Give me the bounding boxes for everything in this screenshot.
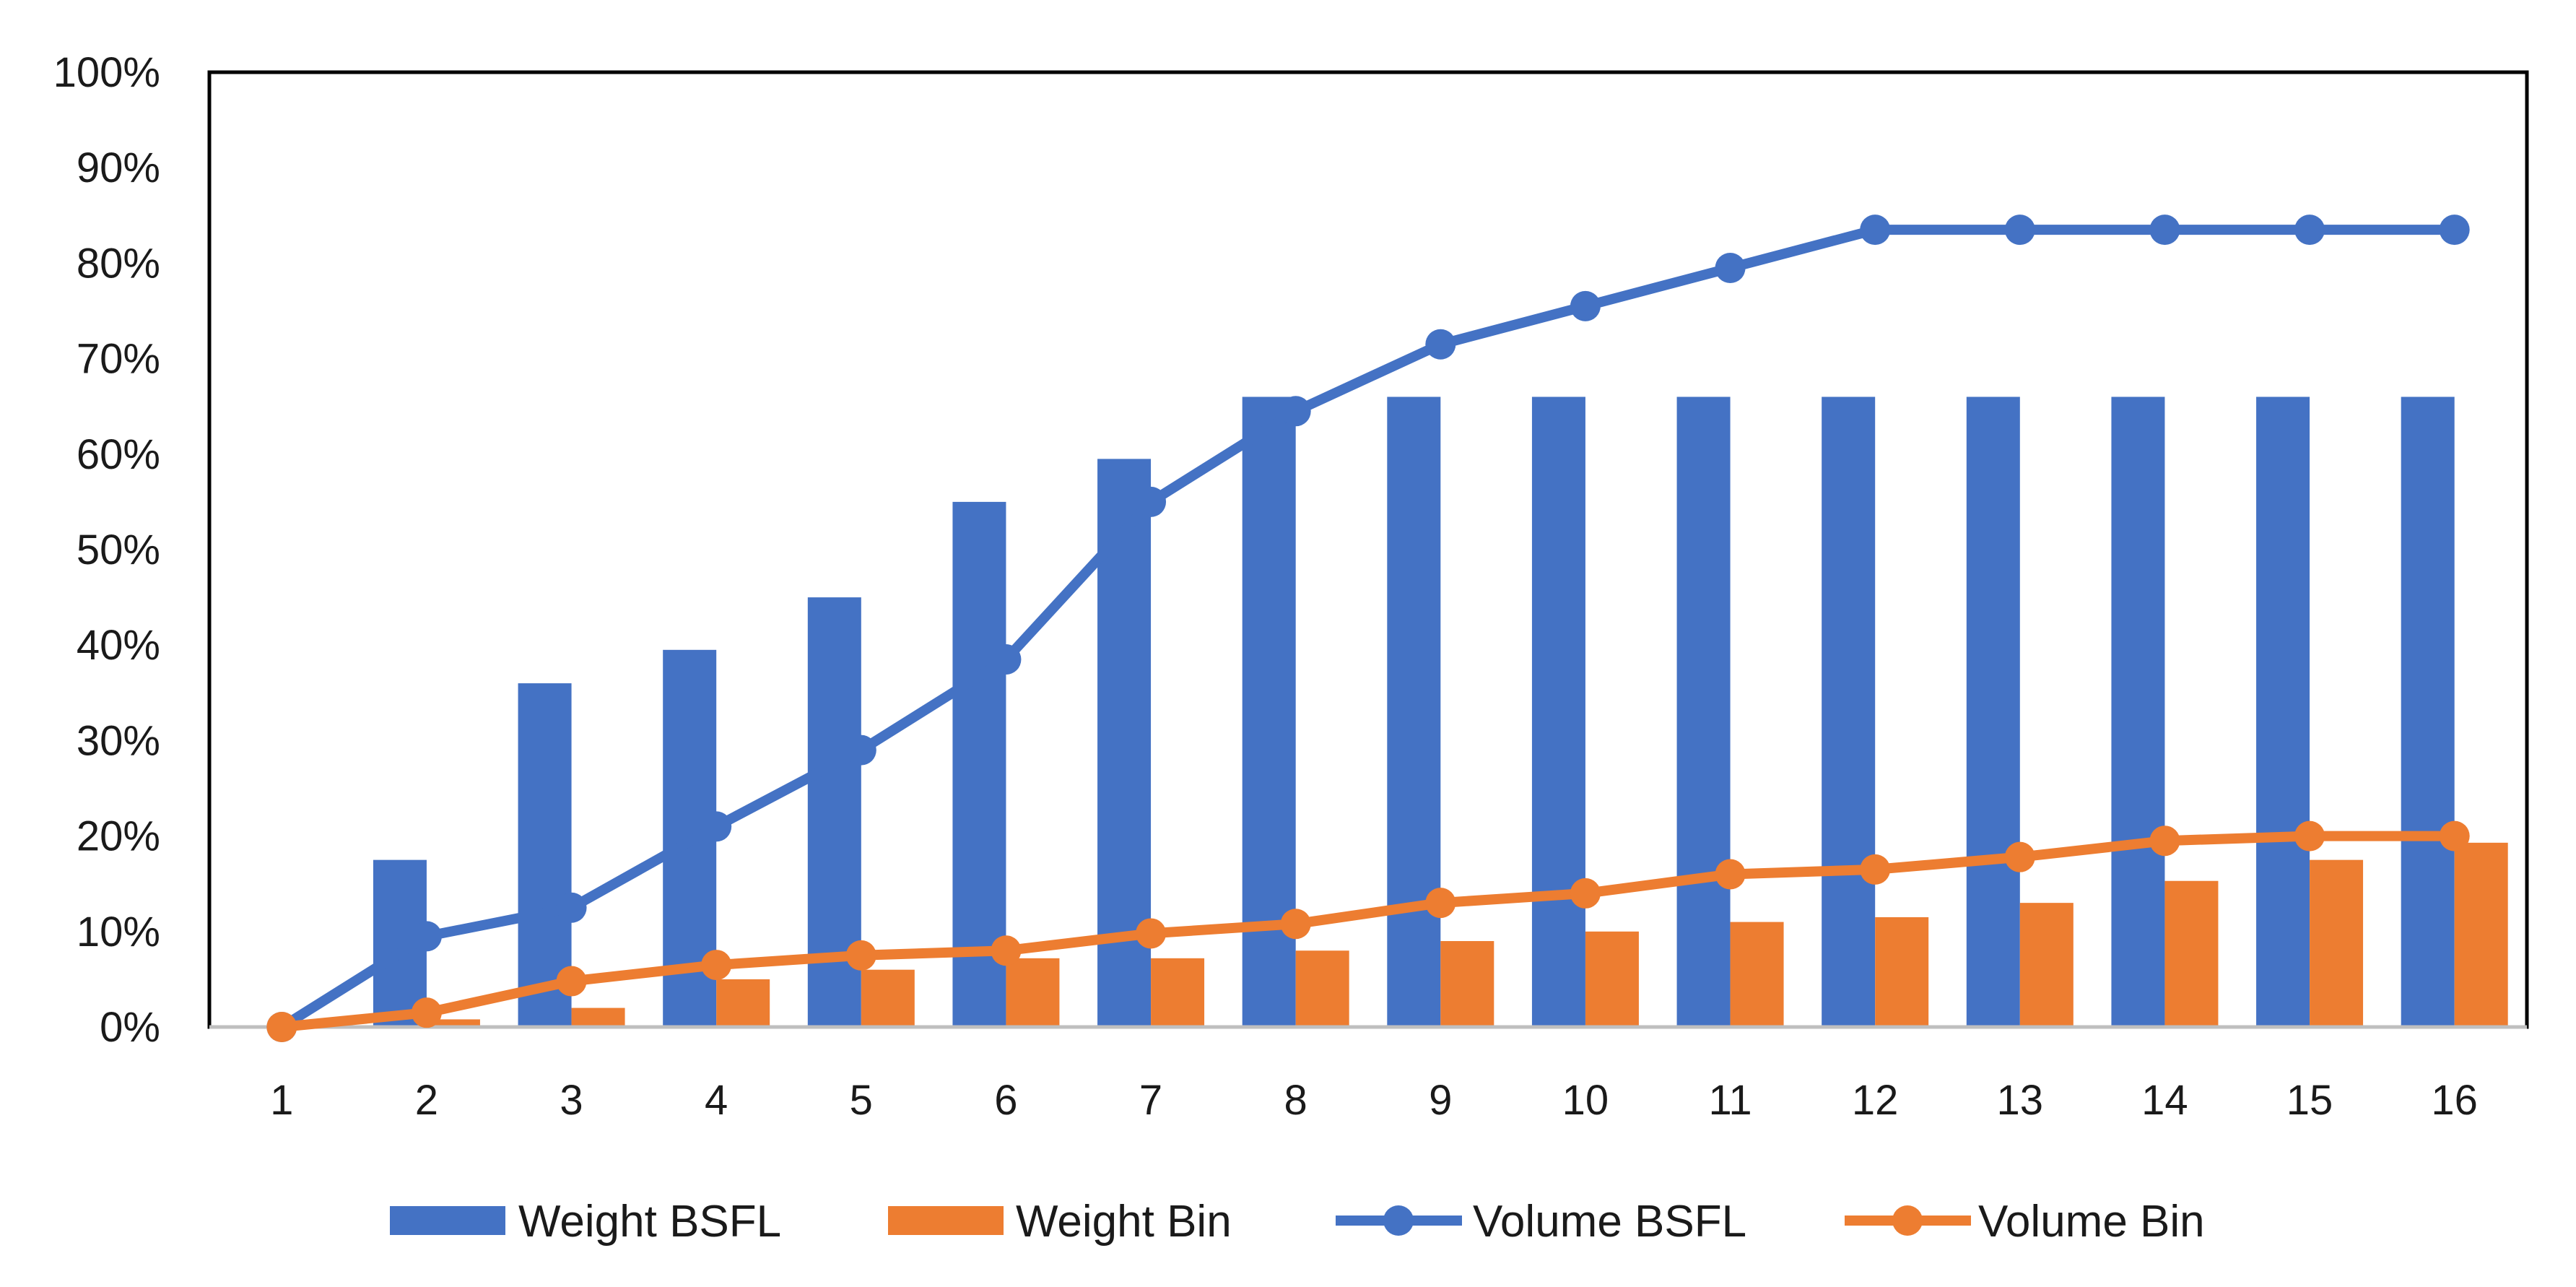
y-tick-label: 60%: [77, 431, 160, 478]
x-tick-label: 13: [1997, 1077, 2044, 1124]
point-volume-bin: [1136, 918, 1167, 949]
point-volume-bsfl: [1570, 290, 1601, 321]
point-volume-bsfl: [991, 644, 1022, 675]
bar-weight-bsfl: [1531, 396, 1585, 1027]
bar-weight-bsfl: [2256, 396, 2310, 1027]
legend-label-volume-bsfl: Volume BSFL: [1473, 1197, 1746, 1247]
point-volume-bin: [701, 950, 732, 981]
point-volume-bin: [2439, 820, 2470, 852]
y-tick-label: 80%: [77, 240, 160, 287]
bar-weight-bin: [861, 969, 915, 1027]
bar-weight-bin: [2019, 903, 2074, 1027]
point-volume-bsfl: [2439, 214, 2470, 246]
legend-swatch-weight-bsfl: [390, 1206, 505, 1235]
bar-weight-bsfl: [1676, 396, 1731, 1027]
point-volume-bin: [991, 935, 1022, 966]
bar-weight-bsfl: [1387, 396, 1441, 1027]
bar-weight-bin: [1151, 958, 1205, 1027]
x-tick-label: 7: [1139, 1077, 1162, 1124]
point-volume-bsfl: [1715, 253, 1746, 284]
point-volume-bsfl: [1280, 396, 1311, 427]
y-tick-label: 20%: [77, 813, 160, 860]
bar-weight-bin: [1585, 931, 1639, 1027]
bar-weight-bin: [1295, 950, 1349, 1027]
y-tick-label: 0%: [100, 1004, 160, 1051]
legend-label-weight-bsfl: Weight BSFL: [518, 1197, 781, 1247]
point-volume-bsfl: [845, 734, 876, 766]
point-volume-bin: [2294, 820, 2325, 852]
point-volume-bsfl: [1860, 214, 1891, 246]
point-volume-bin: [556, 966, 587, 997]
y-tick-label: 90%: [77, 144, 160, 191]
bar-weight-bin: [1006, 958, 1060, 1027]
point-volume-bin: [845, 940, 876, 971]
line-volume-bin: [277, 831, 2460, 1032]
x-tick-label: 8: [1284, 1077, 1307, 1124]
point-volume-bin: [411, 997, 442, 1028]
legend-label-weight-bin: Weight Bin: [1016, 1197, 1232, 1247]
point-volume-bin: [1715, 859, 1746, 890]
legend: Weight BSFL Weight Bin Volume BSFL Volume B…: [390, 1197, 2205, 1247]
bar-weight-bin: [1875, 916, 1929, 1027]
point-volume-bsfl: [2294, 214, 2325, 246]
bar-weight-bin: [716, 979, 770, 1027]
bar-weight-bsfl: [1966, 396, 2020, 1027]
x-tick-label: 4: [705, 1077, 728, 1124]
point-volume-bsfl: [2149, 214, 2180, 246]
legend-swatch-weight-bin: [888, 1206, 1004, 1235]
x-tick-label: 15: [2286, 1077, 2333, 1124]
point-volume-bsfl: [701, 811, 732, 842]
x-tick-label: 1: [270, 1077, 293, 1124]
point-volume-bin: [2004, 841, 2035, 872]
bar-weight-bin: [1440, 941, 1494, 1027]
legend-marker-volume-bsfl: [1383, 1205, 1414, 1236]
x-tick-label: 6: [994, 1077, 1017, 1124]
bar-weight-bin: [2310, 859, 2364, 1027]
bar-weight-bin: [2164, 880, 2219, 1027]
line-volume-bsfl: [277, 225, 2460, 1032]
point-volume-bin: [1425, 888, 1456, 919]
legend-label-volume-bin: Volume Bin: [1978, 1197, 2205, 1247]
x-tick-label: 10: [1562, 1077, 1609, 1124]
x-tick-label: 11: [1708, 1077, 1752, 1124]
point-volume-bsfl: [1425, 329, 1456, 360]
y-tick-label: 40%: [77, 622, 160, 669]
point-volume-bin: [1570, 878, 1601, 909]
y-tick-label: 70%: [77, 336, 160, 383]
point-volume-bsfl: [2004, 214, 2035, 246]
y-axis-ticks: 0% 10% 20% 30% 40% 50% 60% 70% 80% 90% 100%: [53, 49, 160, 1051]
y-tick-label: 100%: [53, 49, 160, 96]
bar-series: [373, 396, 2508, 1027]
bar-weight-bin: [2454, 842, 2508, 1027]
x-tick-label: 12: [1852, 1077, 1899, 1124]
bar-weight-bin: [426, 1019, 480, 1027]
point-volume-bin: [266, 1012, 297, 1042]
point-volume-bsfl: [1136, 486, 1167, 517]
y-tick-label: 30%: [77, 717, 160, 764]
point-volume-bin: [1860, 854, 1891, 885]
bar-weight-bsfl: [1822, 396, 1876, 1027]
bar-weight-bsfl: [2401, 396, 2455, 1027]
bar-weight-bsfl: [2111, 396, 2165, 1027]
x-axis-ticks: 1 2 3 4 5 6 7 8 9 10 11 12 13 14 15 16: [270, 1077, 2478, 1124]
point-volume-bin: [1280, 909, 1311, 940]
point-volume-bsfl: [556, 892, 587, 923]
x-tick-label: 3: [560, 1077, 583, 1124]
point-volume-bin: [2149, 826, 2180, 857]
y-tick-label: 50%: [77, 526, 160, 573]
bar-weight-bin: [571, 1008, 625, 1027]
x-tick-label: 9: [1429, 1077, 1452, 1124]
x-tick-label: 16: [2431, 1077, 2478, 1124]
x-tick-label: 5: [850, 1077, 873, 1124]
x-tick-label: 2: [415, 1077, 438, 1124]
x-tick-label: 14: [2141, 1077, 2188, 1124]
point-volume-bsfl: [411, 921, 442, 952]
line-series: [266, 214, 2470, 1042]
bar-weight-bin: [1730, 922, 1784, 1027]
legend-marker-volume-bin: [1892, 1205, 1923, 1236]
y-tick-label: 10%: [77, 909, 160, 956]
